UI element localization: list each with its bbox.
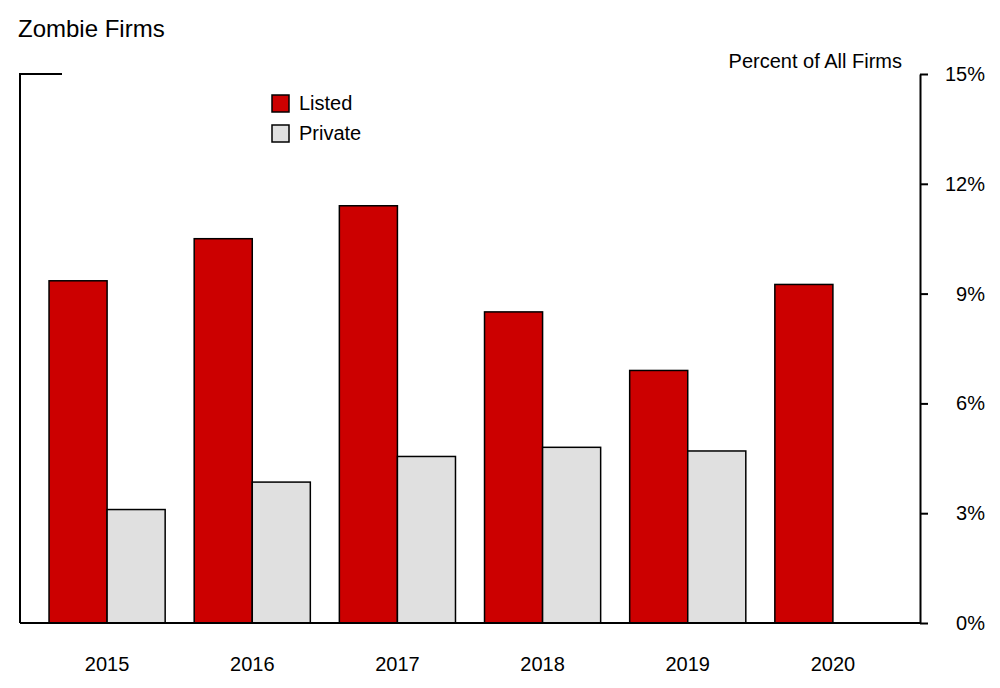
x-tick-label: 2015 [85,653,130,675]
legend-swatch [272,95,289,112]
y-tick: 0% [920,612,985,634]
y-tick-label: 6% [956,392,985,414]
y-tick-mark [920,623,928,625]
x-tick-label: 2018 [520,653,565,675]
chart: Zombie Firms Percent of All Firms 2015 2016… [0,0,1000,688]
bar [339,206,397,623]
y-tick: 12% [920,173,985,195]
x-tick-label: 2019 [665,653,710,675]
y-tick-mark [920,293,928,295]
x-tick: 2019 [665,623,710,675]
y-tick-mark [920,403,928,405]
x-axis-line [20,622,920,624]
legend-swatch [272,125,289,142]
title: Zombie Firms [18,15,165,42]
x-tick: 2016 [230,623,274,675]
legend-label: Private [299,122,361,144]
y-tick-mark [920,74,928,76]
y-tick: 6% [920,392,985,414]
bar [630,370,688,623]
x-tick-label: 2017 [375,653,420,675]
bar [775,284,833,623]
bar [543,447,601,623]
x-tick-label: 2020 [811,653,856,675]
legend-label: Listed [299,92,352,114]
bars [49,206,833,623]
bar [49,281,107,623]
bar [397,456,455,623]
x-tick: 2015 [85,623,130,675]
x-tick: 2017 [375,623,420,675]
y-tick-label: 3% [956,502,985,524]
bar [485,312,543,623]
x-tick-label: 2016 [230,653,274,675]
bar [107,510,165,623]
bar [194,239,252,623]
y-axis-line [920,75,922,624]
legend: Listed Private [272,92,361,144]
x-tick: 2020 [811,623,856,675]
x-tick: 2018 [520,623,565,675]
bar [252,482,310,623]
y-tick: 15% [920,63,985,85]
y-tick-mark [920,513,928,515]
y-tick-mark [920,183,928,185]
y-axis-title: Percent of All Firms [729,50,902,72]
y-tick-label: 12% [945,173,985,195]
bar [688,451,746,623]
y-axis: 0% 3% 6% 9% 12% 15% [920,63,985,634]
y-tick: 9% [920,283,985,305]
y-tick-label: 15% [945,63,985,85]
frame-top [19,73,62,75]
y-tick-label: 0% [956,612,985,634]
y-tick: 3% [920,502,985,524]
frame-left [19,74,21,623]
y-tick-label: 9% [956,283,985,305]
x-axis: 2015 2016 2017 2018 2019 2020 [20,623,920,675]
